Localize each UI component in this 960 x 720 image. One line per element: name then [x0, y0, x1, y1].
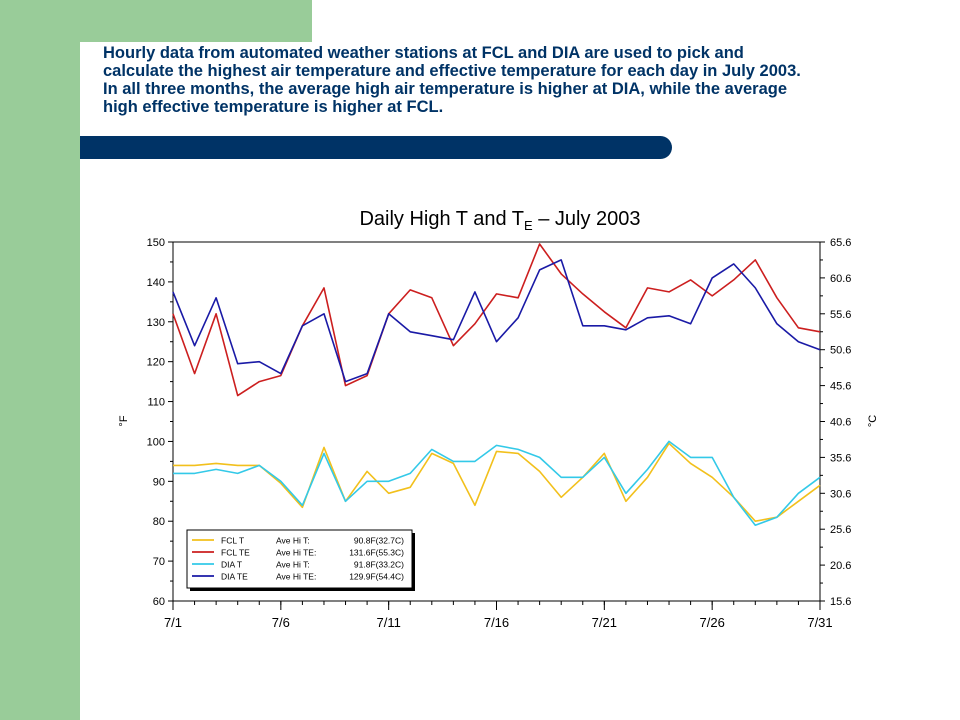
y-tick-label-right: 65.6	[830, 237, 851, 249]
x-tick-label: 7/31	[807, 615, 832, 630]
caption-line: calculate the highest air temperature an…	[103, 62, 801, 80]
legend-series-name: FCL T	[221, 536, 244, 546]
y-tick-label-left: 100	[147, 436, 165, 448]
caption-line: Hourly data from automated weather stati…	[103, 44, 744, 62]
legend-stat-value: 131.6F(55.3C)	[349, 548, 404, 558]
green-side-bar	[0, 0, 80, 720]
legend-stat-value: 90.8F(32.7C)	[354, 536, 404, 546]
y-tick-label-left: 60	[153, 596, 165, 608]
legend-stat-label: Ave Hi T:	[276, 536, 310, 546]
y-tick-label-left: 150	[147, 237, 165, 249]
x-tick-label: 7/26	[700, 615, 725, 630]
legend-stat-label: Ave Hi T:	[276, 560, 310, 570]
y-tick-label-right: 40.6	[830, 417, 851, 429]
green-top-tab	[80, 0, 312, 42]
series-line-dia-te	[172, 259, 821, 383]
navy-divider-bar	[80, 136, 672, 159]
legend-stat-label: Ave Hi TE:	[276, 572, 316, 582]
y-axis-label-left: °F	[118, 415, 130, 426]
caption-line: high effective temperature is higher at …	[103, 98, 444, 116]
y-tick-label-right: 20.6	[830, 560, 851, 572]
y-tick-label-right: 35.6	[830, 452, 851, 464]
y-tick-label-right: 60.6	[830, 273, 851, 285]
caption-line: In all three months, the average high ai…	[103, 80, 788, 98]
legend-box-shadow	[412, 533, 415, 591]
legend-series-name: DIA T	[221, 560, 242, 570]
y-tick-label-left: 140	[147, 277, 165, 289]
legend-stat-value: 129.9F(54.4C)	[349, 572, 404, 582]
y-tick-label-right: 15.6	[830, 596, 851, 608]
x-tick-label: 7/6	[272, 615, 290, 630]
legend-stat-value: 91.8F(33.2C)	[354, 560, 404, 570]
y-tick-label-right: 30.6	[830, 488, 851, 500]
y-tick-label-left: 130	[147, 317, 165, 329]
chart-title-subscript: E	[524, 218, 533, 233]
y-tick-label-left: 120	[147, 357, 165, 369]
slide-caption: Hourly data from automated weather stati…	[103, 44, 903, 116]
y-tick-label-left: 70	[153, 556, 165, 568]
legend-box-shadow	[190, 588, 415, 591]
y-tick-label-right: 45.6	[830, 381, 851, 393]
y-tick-label-right: 25.6	[830, 524, 851, 536]
series-line-fcl-t	[173, 442, 821, 523]
y-tick-label-left: 80	[153, 516, 165, 528]
chart-legend: FCL T Ave Hi T: 90.8F(32.7C) FCL TE Ave Hi T…	[186, 529, 415, 591]
legend-series-name: FCL TE	[221, 548, 250, 558]
x-tick-label: 7/16	[484, 615, 509, 630]
x-tick-label: 7/1	[164, 615, 182, 630]
series-line-dia-t	[173, 440, 821, 527]
chart-title-main: Daily High T and T	[359, 208, 524, 230]
chart-title-tail: – July 2003	[533, 208, 641, 230]
series-line-fcl-te	[172, 243, 821, 397]
y-tick-label-right: 50.6	[830, 345, 851, 357]
x-tick-label: 7/11	[376, 615, 400, 630]
legend-series-name: DIA TE	[221, 572, 248, 582]
legend-stat-label: Ave Hi TE:	[276, 548, 316, 558]
chart-title: Daily High T and TE – July 2003	[359, 208, 640, 233]
y-axis-label-right: °C	[867, 415, 879, 427]
y-tick-label-left: 110	[147, 397, 165, 409]
legend-box	[186, 529, 413, 589]
x-tick-label: 7/21	[592, 615, 617, 630]
y-tick-label-left: 90	[153, 476, 165, 488]
y-tick-label-right: 55.6	[830, 309, 851, 321]
